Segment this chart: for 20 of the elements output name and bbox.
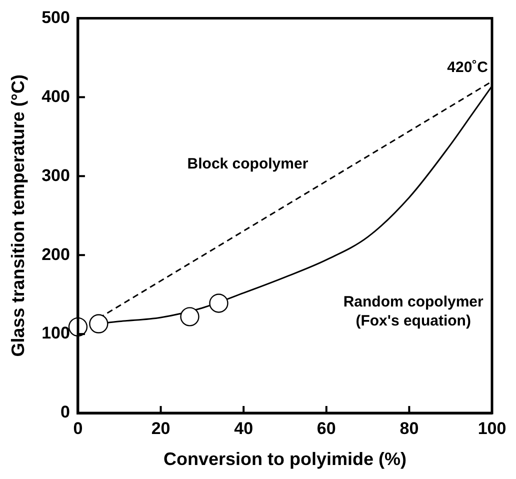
y-tick-label: 500 — [42, 8, 70, 27]
y-tick-label: 0 — [60, 402, 70, 422]
y-tick-label: 300 — [42, 166, 70, 185]
y-tick-label: 100 — [42, 324, 70, 343]
y-tick-label: 400 — [42, 86, 70, 106]
x-tick-label: 60 — [316, 418, 336, 438]
x-tick-label: 80 — [400, 418, 419, 438]
x-tick-label: 40 — [234, 418, 254, 438]
point — [180, 307, 200, 326]
y-tick-label: 200 — [42, 244, 70, 264]
x-tick-label: 100 — [478, 418, 506, 438]
y-axis-title: Glass transition temperature (°C) — [8, 74, 28, 357]
x-tick-label: 0 — [73, 418, 83, 438]
series-label: Block copolymer — [187, 155, 308, 172]
x-axis-title: Conversion to polyimide (%) — [163, 449, 406, 470]
point — [209, 294, 228, 313]
annotation: 420˚C — [447, 59, 488, 76]
point — [89, 314, 108, 334]
text: Random copolymer (Fox's equation) — [343, 294, 484, 330]
x-tick-label: 20 — [151, 418, 170, 438]
